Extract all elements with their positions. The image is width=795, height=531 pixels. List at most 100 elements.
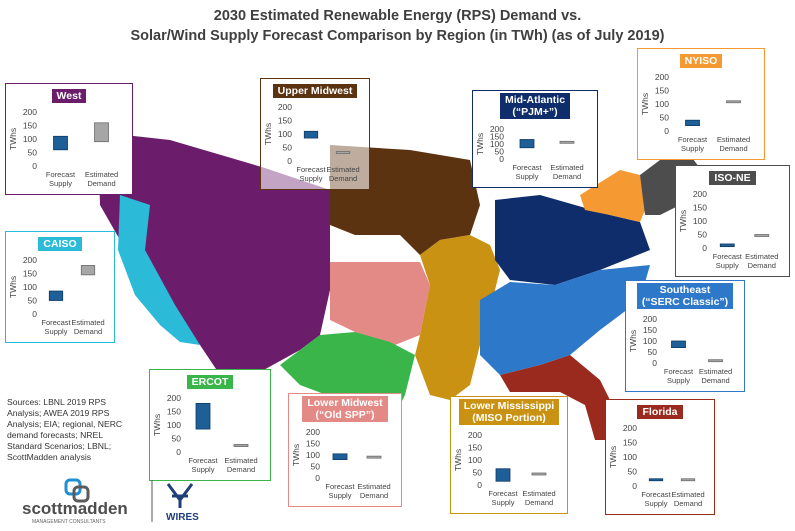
map-region-west <box>98 132 330 375</box>
scottmadden-logo-mark <box>64 478 90 503</box>
y-tick-label: 50 <box>628 467 638 477</box>
panel-title-label: Lower Mississippi (MISO Portion) <box>458 399 560 425</box>
panel-caiso: CAISO 0 50 100 150 200 TWhs Forecast Supply Estim… <box>5 231 115 343</box>
panel-florida: Florida 0 50 100 150 200 TWhs Forecast Supply Est… <box>605 399 715 515</box>
panel-title: Lower Midwest (“Old SPP”) <box>289 396 401 423</box>
panel-title: West <box>6 86 132 104</box>
category-label: Forecast Supply <box>41 318 71 336</box>
panel-title: Mid-Atlantic (“PJM+”) <box>473 93 597 120</box>
y-tick-label: 50 <box>495 147 505 157</box>
y-tick-label: 200 <box>693 189 707 199</box>
panel-title: Lower Mississippi (MISO Portion) <box>451 399 567 426</box>
estimated-demand-bar <box>754 234 770 237</box>
y-tick-label: 50 <box>698 230 708 240</box>
y-tick-label: 150 <box>23 121 37 131</box>
panel-title-label: NYISO <box>679 54 723 68</box>
y-tick-label: 100 <box>167 420 181 430</box>
category-label: Forecast Supply <box>325 482 355 500</box>
panel-title: ERCOT <box>150 372 270 390</box>
panel-title-label: ERCOT <box>186 375 234 389</box>
y-tick-label: 0 <box>702 243 707 253</box>
category-label: Estimated Demand <box>550 163 583 181</box>
y-axis-label: TWhs <box>291 444 301 466</box>
forecast-supply-bar <box>195 403 211 430</box>
category-label: Forecast Supply <box>46 170 76 188</box>
category-label: Estimated Demand <box>326 165 359 183</box>
y-tick-label: 200 <box>23 107 37 117</box>
y-axis-label: TWhs <box>628 330 638 352</box>
panel-iso-ne: ISO-NE 0 50 100 150 200 TWhs Forecast Supply Esti… <box>675 165 790 277</box>
panel-title: CAISO <box>6 234 114 252</box>
y-tick-label: 150 <box>623 438 637 448</box>
estimated-demand-bar <box>94 122 109 143</box>
logo-wires: WIRES <box>166 512 199 523</box>
y-tick-label: 0 <box>315 473 320 483</box>
forecast-supply-bar <box>48 290 64 301</box>
y-tick-label: 200 <box>623 423 637 433</box>
category-label: Forecast Supply <box>188 456 218 474</box>
y-tick-label: 150 <box>278 116 292 126</box>
forecast-supply-bar <box>648 478 664 482</box>
y-tick-label: 100 <box>23 282 37 292</box>
y-tick-label: 100 <box>278 129 292 139</box>
panel-title: ISO-NE <box>676 168 789 186</box>
y-tick-label: 0 <box>664 126 669 136</box>
wires-logo-mark <box>166 483 194 508</box>
map-region-lower-mississippi <box>415 235 500 400</box>
y-tick-label: 100 <box>306 450 320 460</box>
panel-title-label: CAISO <box>38 237 82 251</box>
wires-logo: WIRES <box>151 480 199 523</box>
category-label: Estimated Demand <box>717 135 750 153</box>
y-tick-label: 150 <box>167 407 181 417</box>
forecast-supply-bar <box>685 119 700 126</box>
chart-title-line-2: Solar/Wind Supply Forecast Comparison by… <box>130 28 665 44</box>
estimated-demand-bar <box>708 359 723 363</box>
scottmadden-logo: scottmadden MANAGEMENT CONSULTANTS <box>22 478 128 525</box>
y-tick-label: 100 <box>468 455 482 465</box>
y-tick-label: 100 <box>643 336 657 346</box>
panel-title: NYISO <box>638 51 764 69</box>
y-tick-label: 150 <box>468 443 482 453</box>
category-label: Forecast Supply <box>296 165 326 183</box>
category-label: Estimated Demand <box>224 456 257 474</box>
y-axis-label: TWhs <box>152 414 162 436</box>
y-tick-label: 0 <box>32 161 37 171</box>
map-region-caiso <box>118 195 200 345</box>
chart-title: 2030 Estimated Renewable Energy (RPS) De… <box>0 6 795 46</box>
y-tick-label: 50 <box>660 113 670 123</box>
y-tick-label: 200 <box>306 427 320 437</box>
y-axis-label: TWhs <box>263 123 273 145</box>
forecast-supply-bar <box>671 340 686 348</box>
y-axis-label: TWhs <box>475 133 485 155</box>
y-tick-label: 100 <box>490 139 504 149</box>
panel-upper-midwest: Upper Midwest 0 50 100 150 200 TWhs Forecast Sup… <box>260 78 370 190</box>
y-tick-label: 0 <box>32 309 37 319</box>
panel-title-label: Southeast (“SERC Classic”) <box>636 283 734 309</box>
category-label: Estimated Demand <box>745 252 778 270</box>
panel-title-label: Upper Midwest <box>272 84 358 98</box>
logo-management-consultants: MANAGEMENT CONSULTANTS <box>32 519 106 525</box>
y-tick-label: 50 <box>648 347 658 357</box>
estimated-demand-bar <box>531 472 547 476</box>
y-tick-label: 0 <box>176 447 181 457</box>
category-label: Forecast Supply <box>488 489 518 507</box>
panel-title: Florida <box>606 402 714 420</box>
category-label: Estimated Demand <box>699 367 732 385</box>
y-tick-label: 200 <box>468 430 482 440</box>
panel-title-label: Lower Midwest (“Old SPP”) <box>302 396 388 422</box>
y-axis-label: TWhs <box>8 276 18 298</box>
panel-lower-midwest: Lower Midwest (“Old SPP”) 0 50 100 150 200 TWh… <box>288 393 402 507</box>
panel-west: West 0 50 100 150 200 TWhs Forecast Supply Estima… <box>5 83 133 195</box>
y-tick-label: 0 <box>499 154 504 164</box>
y-tick-label: 200 <box>278 102 292 112</box>
map-region-mid-atlantic <box>495 195 650 285</box>
panel-title-label: ISO-NE <box>709 171 756 185</box>
